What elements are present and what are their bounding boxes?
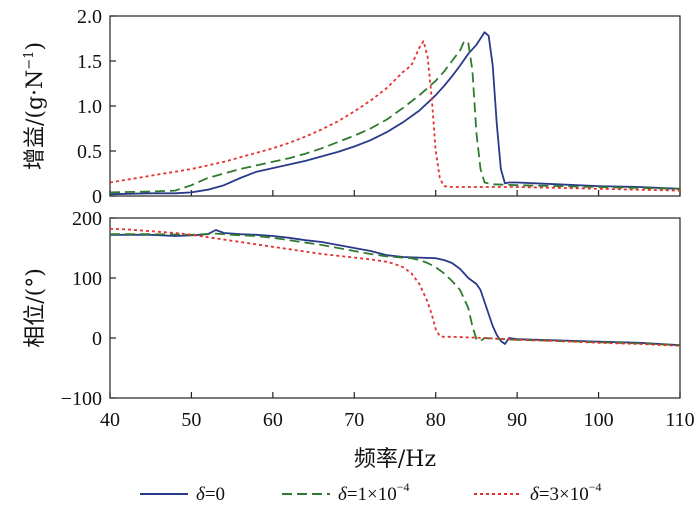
legend-label-delta-0-symbol: δ [196, 484, 206, 505]
gain-y-tick-label: 2.0 [77, 6, 102, 28]
gain-y-tick-label: 1.0 [77, 96, 102, 118]
gain-y-axis-title-exp: −1 [22, 51, 37, 70]
phase-y-tick-label: −100 [61, 388, 102, 410]
x-tick-label: 90 [507, 409, 527, 431]
phase-line-series-0-0 [110, 229, 681, 347]
x-tick-label: 110 [665, 409, 694, 431]
x-tick-label: 70 [344, 409, 364, 431]
legend-label-delta-0: δ=0 [196, 484, 225, 505]
gain-line-series-1-10-1 [109, 40, 681, 194]
gain-y-axis-title: 增益/(g·N−1) [22, 42, 48, 170]
legend-label-delta-3e-4-symbol: δ [530, 484, 540, 505]
gain-y-ticks: 0 0.5 1.0 1.5 2.0 [77, 6, 116, 208]
phase-y-axis-title: 相位/(°) [23, 268, 48, 348]
phase-series-group [109, 227, 681, 347]
x-tick-label: 80 [426, 409, 446, 431]
x-tick-label: 60 [263, 409, 283, 431]
phase-y-tick-label: 200 [72, 208, 102, 230]
legend-label-delta-1e-4-exp: −4 [397, 480, 410, 494]
x-axis-ticks: 40 50 60 70 80 90 100 110 [100, 190, 695, 431]
legend-label-delta-3e-4-text: =3×10 [539, 484, 589, 505]
legend-label-delta-1e-4-text: =1×10 [347, 484, 397, 505]
gain-y-tick-label: 0.5 [77, 141, 102, 163]
phase-line-series-3-10-2 [109, 227, 681, 347]
phase-y-ticks: −100 0 100 200 [61, 208, 116, 410]
phase-y-tick-label: 0 [92, 328, 102, 350]
gain-y-axis-title-main: 增益/(g·N [23, 70, 48, 170]
legend-label-delta-0-text: =0 [205, 484, 225, 505]
legend-label-delta-1e-4-symbol: δ [338, 484, 348, 505]
x-axis-title: 频率/Hz [354, 447, 436, 472]
x-tick-label: 50 [181, 409, 201, 431]
x-tick-label: 40 [100, 409, 120, 431]
gain-y-axis-title-end: ) [23, 42, 48, 51]
legend-label-delta-3e-4-exp: −4 [589, 480, 602, 494]
gain-series-group [109, 31, 681, 196]
legend: δ=0 δ=1×10−4 δ=3×10−4 [140, 480, 602, 505]
phase-line-series-1-10-1 [110, 232, 681, 347]
x-tick-label: 100 [584, 409, 614, 431]
gain-line-series-0-0 [109, 31, 681, 196]
legend-label-delta-1e-4: δ=1×10−4 [338, 480, 410, 505]
legend-label-delta-3e-4: δ=3×10−4 [530, 480, 602, 505]
gain-y-tick-label: 1.5 [77, 51, 102, 73]
gain-y-tick-label: 0 [92, 186, 102, 208]
phase-panel-frame [109, 217, 681, 399]
gain-line-series-3-10-2 [109, 40, 681, 192]
phase-y-tick-label: 100 [72, 268, 102, 290]
